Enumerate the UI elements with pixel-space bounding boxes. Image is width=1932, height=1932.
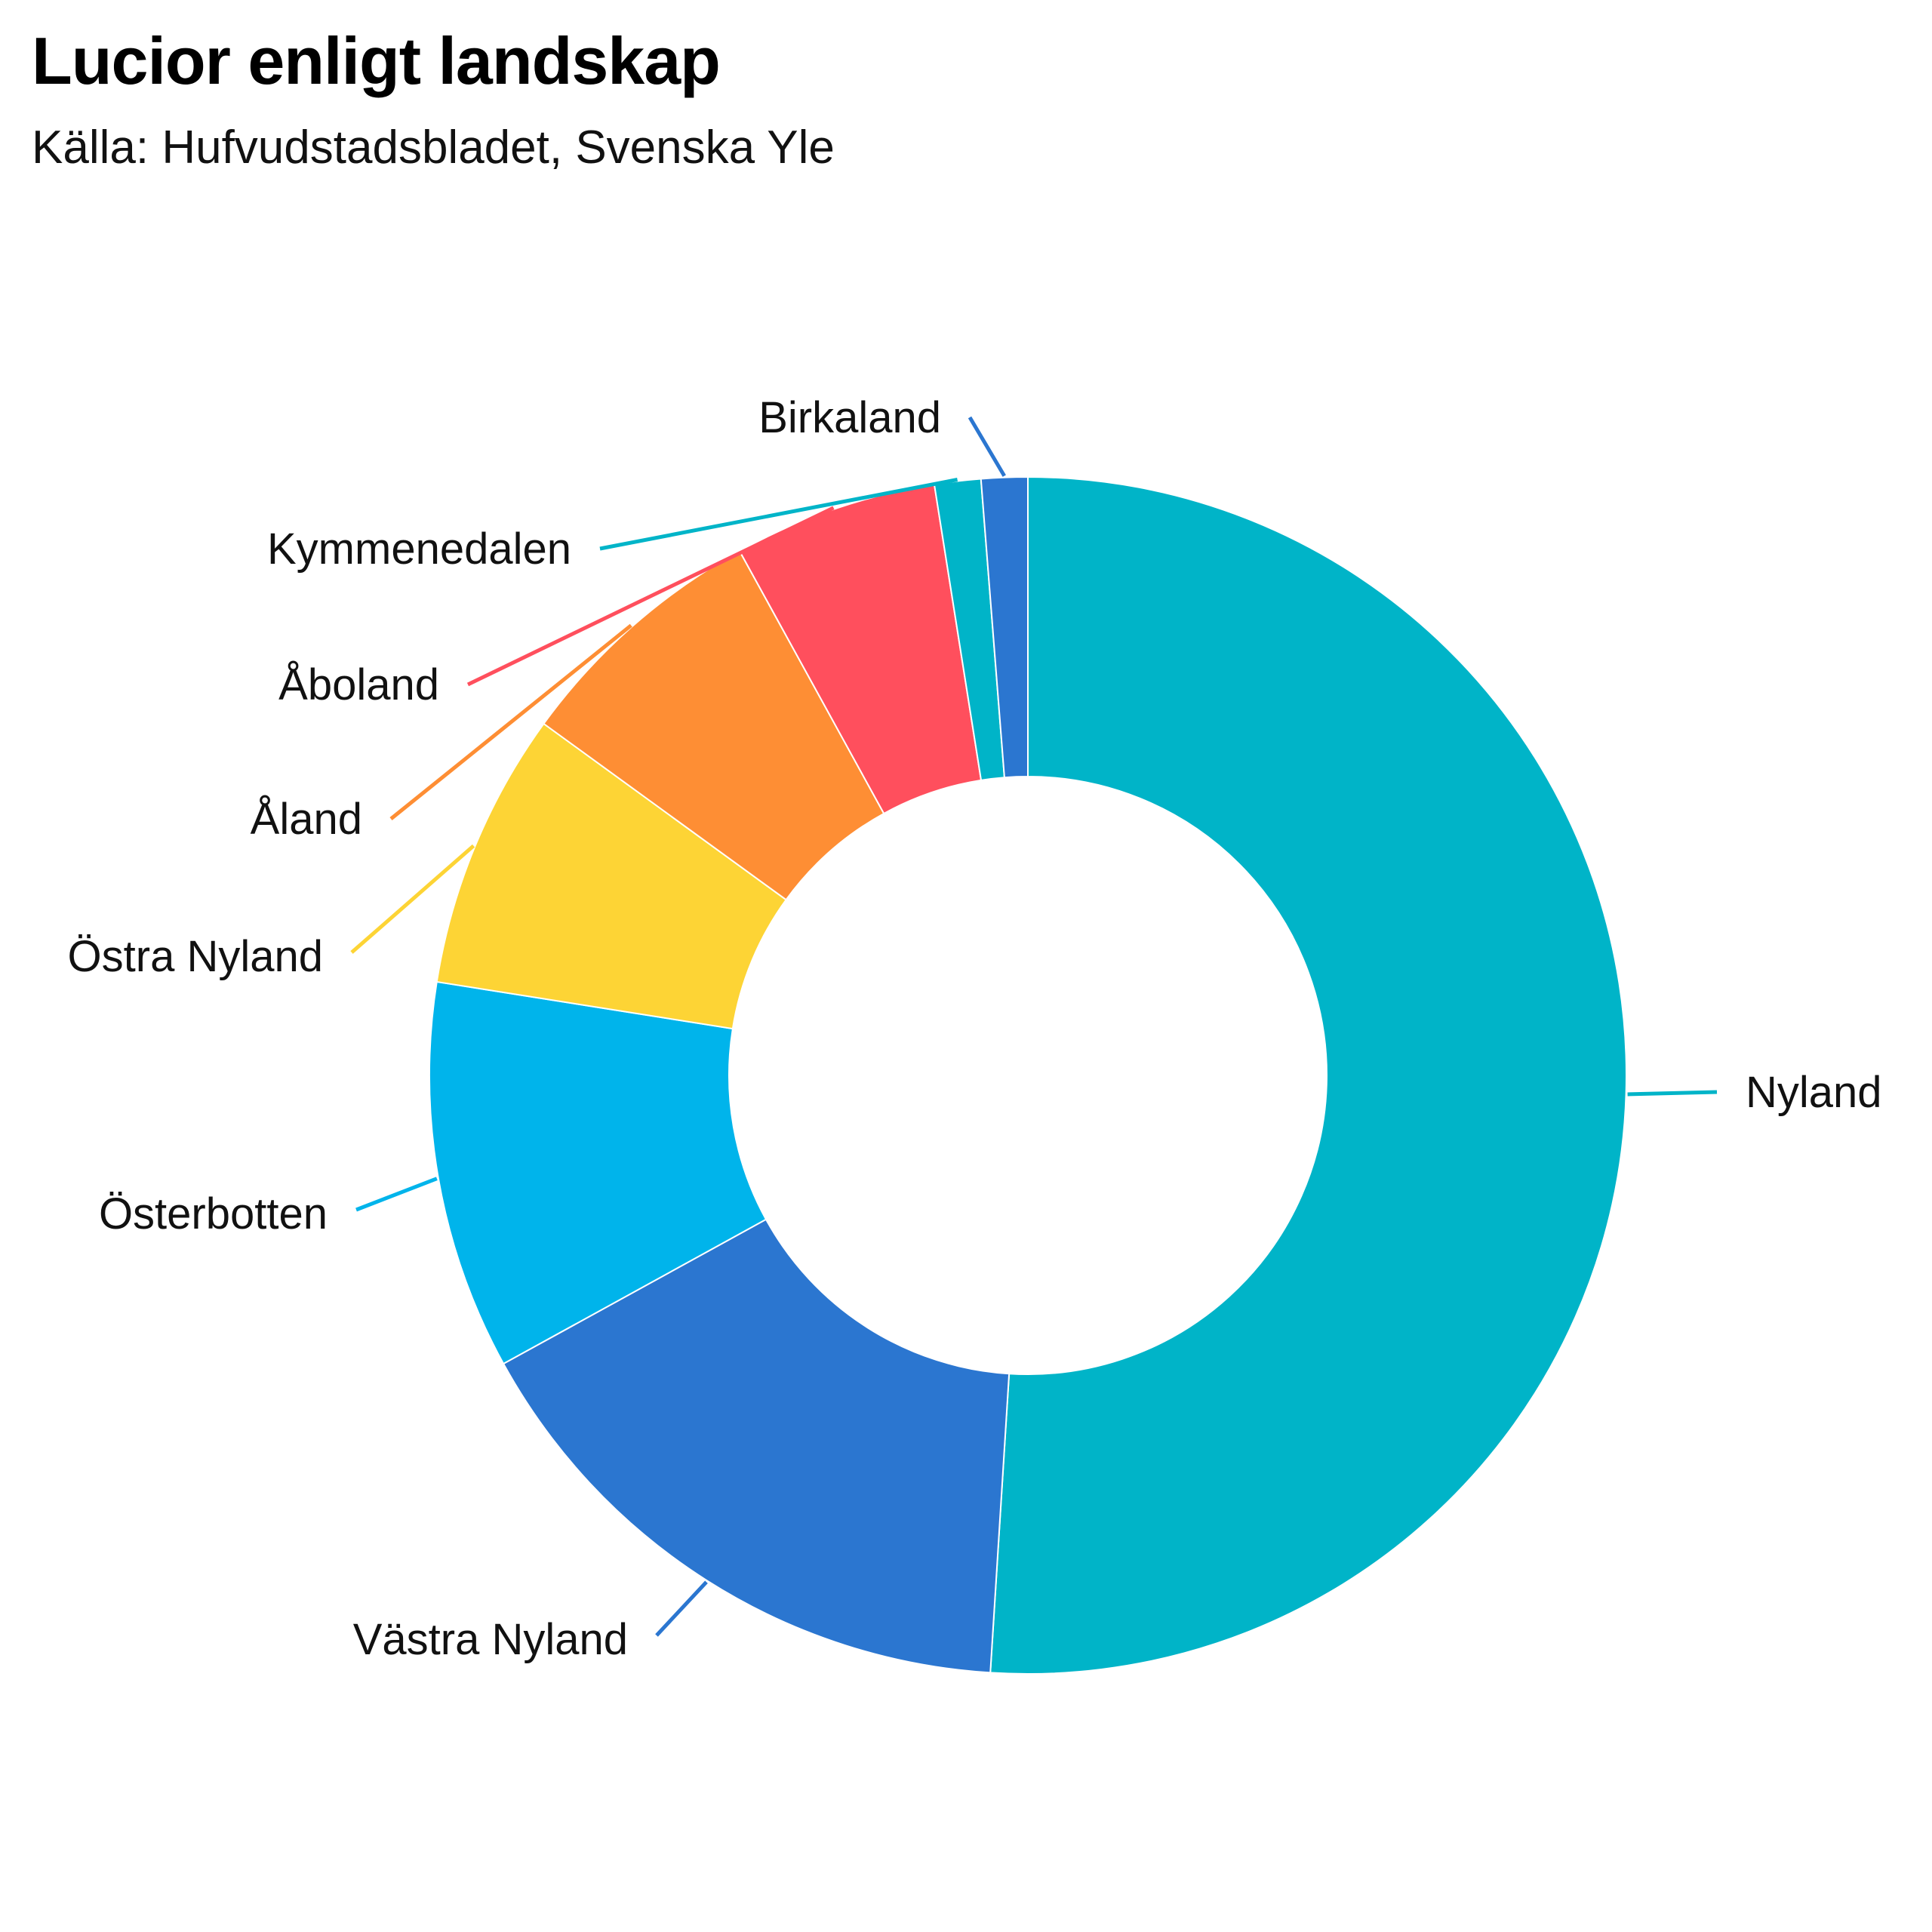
- label-aboland: Åboland: [278, 660, 439, 709]
- slice-nyland: [989, 475, 1627, 1675]
- leader-line-ostra-nyland: [350, 844, 475, 954]
- leader-line-nyland: [1627, 1090, 1718, 1097]
- leader-line-birkaland: [968, 416, 1006, 477]
- slices-group: [429, 475, 1627, 1675]
- slice-vastra-nyland: [502, 1218, 1011, 1674]
- label-nyland: Nyland: [1746, 1068, 1882, 1117]
- slice-birkaland: [980, 475, 1029, 779]
- leader-line-osterbotten: [355, 1177, 438, 1212]
- leaders-group: [350, 416, 1718, 1637]
- label-birkaland: Birkaland: [758, 393, 941, 442]
- leader-line-kymmenedalen: [599, 478, 958, 551]
- label-osterbotten: Österbotten: [99, 1189, 328, 1238]
- labels-group: Nyland Västra Nyland Österbotten Östra Nyla…: [68, 393, 1882, 1664]
- label-kymmenedalen: Kymmenedalen: [267, 525, 571, 574]
- chart-subtitle: Källa: Hufvudstadsbladet, Svenska Yle: [32, 122, 835, 174]
- label-aland: Åland: [251, 795, 362, 844]
- label-vastra-nyland: Västra Nyland: [353, 1615, 628, 1664]
- leader-line-aland: [389, 623, 632, 820]
- slice-osterbotten: [429, 980, 768, 1365]
- leader-line-aboland: [466, 506, 835, 687]
- label-ostra-nyland: Östra Nyland: [68, 932, 323, 981]
- leader-line-vastra-nyland: [655, 1580, 708, 1637]
- chart-title: Lucior enligt landskap: [32, 23, 721, 98]
